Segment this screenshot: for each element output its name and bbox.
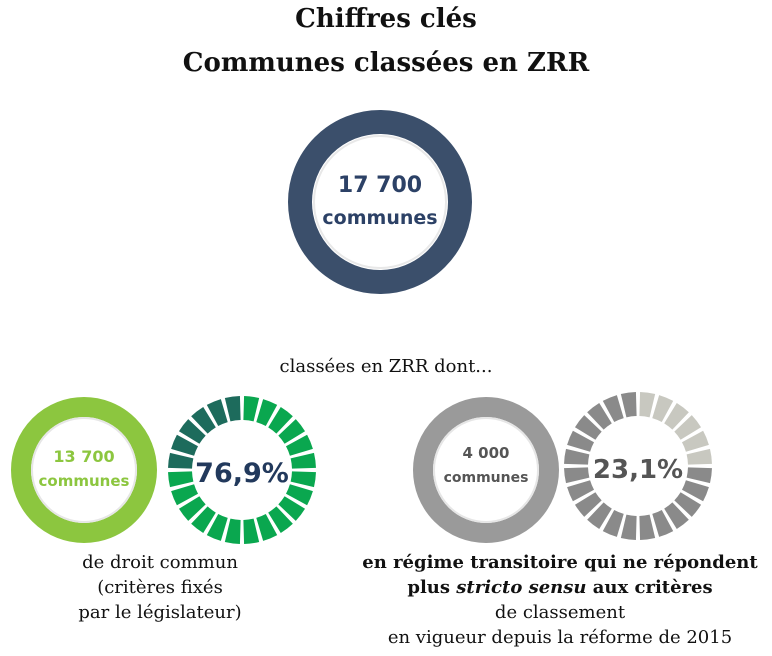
left-ring: 13 700 communes: [11, 397, 157, 543]
highlight-segment: [278, 496, 306, 521]
rest-segment: [178, 419, 206, 444]
rest-segment: [620, 392, 637, 418]
main-ring-number: 17 700: [338, 173, 422, 198]
right-percent-label: 23,1%: [593, 455, 683, 485]
rest-segment: [206, 399, 228, 427]
highlight-segment: [171, 484, 199, 506]
right-caption-line-3: de classement: [494, 602, 626, 623]
highlight-segment: [191, 506, 216, 534]
rest-segment: [191, 406, 216, 434]
subtitle: classées en ZRR dont...: [279, 356, 493, 377]
highlight-segment: [290, 471, 316, 488]
rest-segment: [564, 467, 590, 484]
highlight-segment: [664, 402, 689, 430]
highlight-segment: [652, 395, 674, 423]
rest-segment: [224, 396, 241, 422]
rest-segment: [602, 509, 624, 537]
rest-segment: [639, 514, 656, 540]
highlight-segment: [639, 392, 656, 418]
highlight-segment: [290, 452, 316, 469]
highlight-segment: [285, 484, 313, 506]
rest-segment: [171, 434, 199, 456]
right-caption-line-1: en régime transitoire qui ne répondent: [362, 552, 758, 573]
highlight-segment: [285, 434, 313, 456]
highlight-segment: [243, 518, 260, 544]
right-percent-chart: 23,1%: [564, 392, 712, 540]
right-ring: 4 000 communes: [413, 397, 559, 543]
left-ring-unit: communes: [39, 472, 130, 490]
highlight-segment: [168, 471, 194, 488]
main-ring: 17 700 communes: [288, 110, 472, 294]
rest-segment: [574, 415, 602, 440]
main-ring-unit: communes: [322, 207, 437, 229]
highlight-segment: [243, 396, 260, 422]
right-caption-line-2-b: aux critères: [586, 577, 713, 598]
rest-segment: [664, 502, 689, 530]
rest-segment: [587, 502, 612, 530]
right-caption-line-4: en vigueur depuis la réforme de 2015: [387, 627, 733, 648]
left-percent-label: 76,9%: [195, 458, 289, 489]
rest-segment: [574, 492, 602, 517]
right-caption-line-2-italic: stricto sensu: [456, 577, 587, 598]
right-ring-unit: communes: [444, 470, 529, 486]
rest-segment: [681, 480, 709, 502]
highlight-segment: [674, 415, 702, 440]
left-percent-chart: 76,9%: [168, 396, 316, 544]
highlight-segment: [686, 448, 712, 465]
left-caption: de droit commun (critères fixés par le l…: [40, 550, 280, 625]
rest-segment: [567, 480, 595, 502]
highlight-segment: [224, 518, 241, 544]
right-caption-line-2-a: plus: [407, 577, 457, 598]
highlight-segment: [256, 513, 278, 541]
highlight-segment: [268, 406, 293, 434]
main-ring-circle: [288, 110, 472, 294]
highlight-segment: [681, 430, 709, 452]
rest-segment: [168, 452, 194, 469]
rest-segment: [620, 514, 637, 540]
rest-segment: [567, 430, 595, 452]
left-caption-line-3: par le législateur): [78, 602, 242, 623]
highlight-segment: [178, 496, 206, 521]
left-caption-line-2: (critères fixés: [97, 577, 223, 598]
title-line-1: Chiffres clés: [295, 4, 477, 34]
rest-segment: [686, 467, 712, 484]
title-line-2: Communes classées en ZRR: [182, 48, 590, 78]
left-ring-number: 13 700: [53, 447, 114, 466]
rest-segment: [652, 509, 674, 537]
left-caption-line-1: de droit commun: [82, 552, 238, 573]
rest-segment: [674, 492, 702, 517]
right-caption: en régime transitoire qui ne répondent p…: [350, 550, 770, 650]
right-ring-number: 4 000: [463, 444, 510, 462]
rest-segment: [564, 448, 590, 465]
rest-segment: [587, 402, 612, 430]
right-caption-line-2: plus stricto sensu aux critères: [350, 575, 770, 600]
rest-segment: [602, 395, 624, 423]
highlight-segment: [256, 399, 278, 427]
highlight-segment: [278, 419, 306, 444]
highlight-segment: [206, 513, 228, 541]
highlight-segment: [268, 506, 293, 534]
